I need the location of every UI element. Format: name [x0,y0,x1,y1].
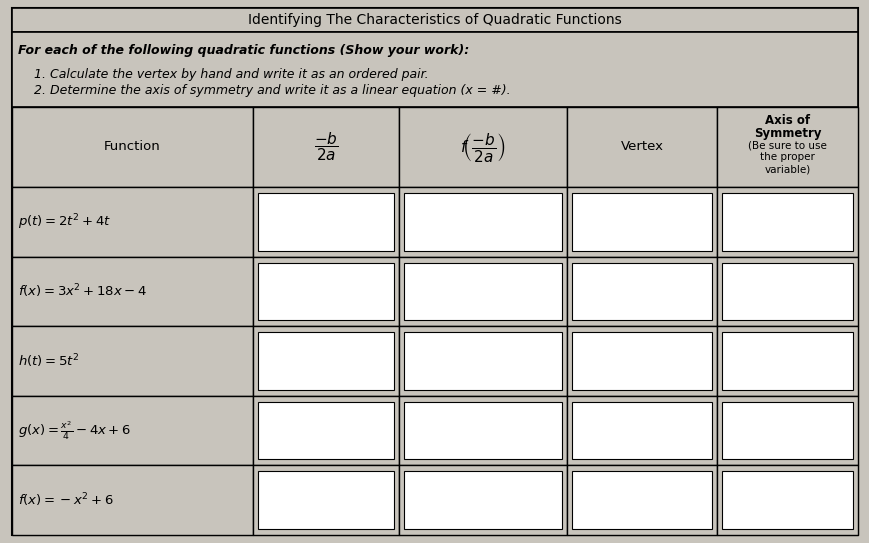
Bar [12,107,253,187]
Text: Symmetry: Symmetry [753,127,820,140]
Bar [571,402,711,459]
Bar [403,402,561,459]
Bar [721,332,852,390]
Bar [258,402,393,459]
Bar [398,465,567,535]
Text: Identifying The Characteristics of Quadratic Functions: Identifying The Characteristics of Quadr… [248,13,621,27]
Bar [567,326,716,396]
Bar [258,193,393,251]
Bar [253,257,398,326]
Text: For each of the following quadratic functions (Show your work):: For each of the following quadratic func… [18,44,468,57]
Bar [571,263,711,320]
Text: $h(t) = 5t^2$: $h(t) = 5t^2$ [18,352,79,370]
Text: $\dfrac{-b}{2a}$: $\dfrac{-b}{2a}$ [313,131,338,163]
Text: the proper: the proper [760,152,814,162]
Bar [398,187,567,257]
Bar [12,465,253,535]
Text: 2. Determine the axis of symmetry and write it as a linear equation (x = #).: 2. Determine the axis of symmetry and wr… [34,84,510,97]
Text: $g(x) = \frac{x^2}{4} - 4x + 6$: $g(x) = \frac{x^2}{4} - 4x + 6$ [18,420,131,442]
Bar [571,471,711,529]
Bar [253,187,398,257]
Bar [253,107,398,187]
Bar [398,107,567,187]
Bar [253,396,398,465]
Text: variable): variable) [764,164,810,174]
Bar [716,107,857,187]
Bar [398,396,567,465]
Bar [398,326,567,396]
Bar [571,193,711,251]
Bar [721,263,852,320]
Text: $f\!\left(\dfrac{-b}{2a}\right)$: $f\!\left(\dfrac{-b}{2a}\right)$ [460,130,505,163]
Bar [721,402,852,459]
Text: Axis of: Axis of [764,115,809,128]
Text: (Be sure to use: (Be sure to use [747,140,826,150]
Text: $f(x) = -x^2 + 6$: $f(x) = -x^2 + 6$ [18,491,114,509]
Bar [403,193,561,251]
Text: $f(x) = 3x^2 + 18x - 4$: $f(x) = 3x^2 + 18x - 4$ [18,282,147,300]
Text: 1. Calculate the vertex by hand and write it as an ordered pair.: 1. Calculate the vertex by hand and writ… [34,68,428,81]
Bar [12,257,253,326]
Bar [716,465,857,535]
Text: Function: Function [104,141,161,154]
Bar [258,471,393,529]
Bar [12,396,253,465]
Bar [12,187,253,257]
Bar [567,187,716,257]
Bar [12,326,253,396]
Bar [403,471,561,529]
Bar [567,257,716,326]
Bar [716,326,857,396]
Bar [258,263,393,320]
Bar [721,193,852,251]
Bar [258,332,393,390]
Bar [403,332,561,390]
Text: $p(t) = 2t^2 + 4t$: $p(t) = 2t^2 + 4t$ [18,212,111,232]
Bar [12,32,857,107]
Text: Vertex: Vertex [620,141,663,154]
Bar [253,326,398,396]
Bar [716,257,857,326]
Bar [716,187,857,257]
Bar [398,257,567,326]
Bar [567,107,716,187]
Bar [721,471,852,529]
Bar [253,465,398,535]
Bar [567,465,716,535]
Bar [403,263,561,320]
Bar [12,8,857,32]
Bar [716,396,857,465]
Bar [571,332,711,390]
Bar [567,396,716,465]
